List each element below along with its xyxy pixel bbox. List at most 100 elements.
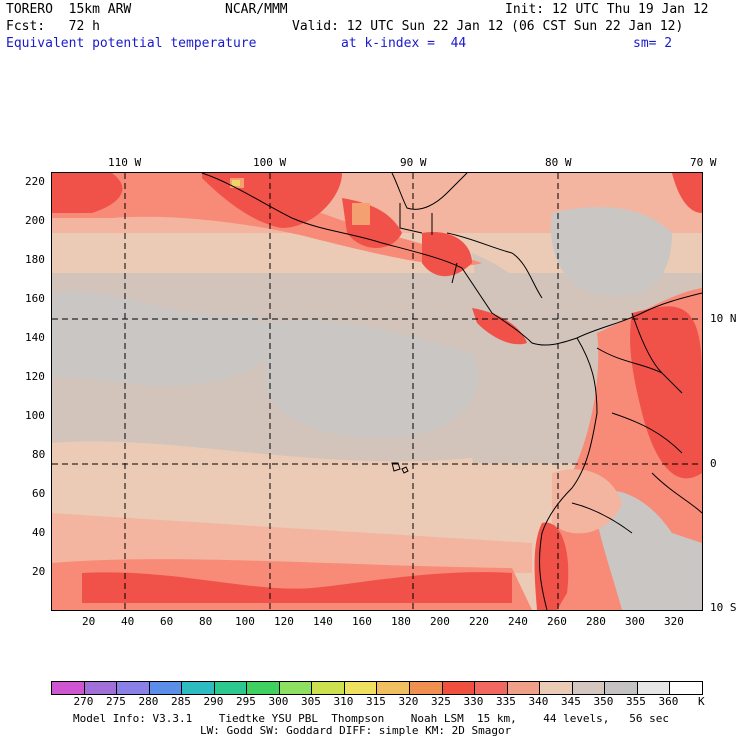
footer-model-info: Model Info: V3.3.1 Tiedtke YSU PBL Thomp… bbox=[73, 712, 670, 725]
lat-label-0: 0 bbox=[710, 457, 717, 470]
y-label-20: 20 bbox=[32, 565, 46, 578]
level-info: at k-index = 44 bbox=[341, 36, 467, 51]
colorbar-label: 280 bbox=[138, 695, 159, 708]
field-name: Equivalent potential temperature bbox=[6, 36, 257, 51]
model-name: TORERO 15km ARW bbox=[6, 2, 132, 17]
lon-label-90w: 90 W bbox=[400, 156, 427, 169]
init-time: Init: 12 UTC Thu 19 Jan 12 bbox=[505, 2, 709, 17]
field-band-equator bbox=[52, 441, 482, 508]
colorbar-label: 355 bbox=[626, 695, 646, 708]
colorbar-swatch bbox=[84, 682, 118, 694]
x-label-40: 40 bbox=[121, 615, 135, 628]
colorbar-label: 290 bbox=[203, 695, 224, 708]
colorbar-label: 360 bbox=[658, 695, 679, 708]
y-label-140: 140 bbox=[25, 331, 45, 344]
x-label-220: 220 bbox=[469, 615, 489, 628]
footer-physics-info: LW: Godd SW: Goddard DIFF: simple KM: 2D… bbox=[200, 724, 512, 737]
smoothing-info: sm= 2 bbox=[633, 36, 673, 51]
colorbar-swatch bbox=[279, 682, 313, 694]
lon-label-110w: 110 W bbox=[108, 156, 142, 169]
field-peru-red bbox=[534, 522, 569, 610]
y-label-100: 100 bbox=[25, 409, 45, 422]
colorbar-label: 275 bbox=[106, 695, 126, 708]
field-sa-gray bbox=[592, 490, 702, 610]
y-label-220: 220 bbox=[25, 175, 45, 188]
field-blob-gray-east bbox=[472, 253, 572, 413]
colorbar-label: 350 bbox=[593, 695, 614, 708]
lat-label-10s: 10 S bbox=[710, 601, 737, 614]
map-canvas bbox=[52, 173, 702, 610]
colorbar-swatch bbox=[670, 682, 702, 694]
colorbar-label: 305 bbox=[301, 695, 321, 708]
colorbar-swatch bbox=[182, 682, 215, 694]
field-sa-peach bbox=[552, 469, 622, 534]
forecast-hour: Fcst: 72 h bbox=[6, 19, 100, 34]
x-label-300: 300 bbox=[625, 615, 645, 628]
colorbar-label: 320 bbox=[398, 695, 419, 708]
colorbar-swatch bbox=[540, 682, 573, 694]
colorbar-label: 315 bbox=[366, 695, 386, 708]
field-orange-patch bbox=[352, 203, 370, 225]
coastlines bbox=[201, 173, 702, 610]
colorbar-swatch bbox=[117, 682, 150, 694]
valid-time: Valid: 12 UTC Sun 22 Jan 12 (06 CST Sun … bbox=[292, 19, 684, 34]
colorbar-label: 340 bbox=[528, 695, 549, 708]
colorbar-unit: K bbox=[698, 695, 705, 708]
colorbar-label: 310 bbox=[333, 695, 354, 708]
colorbar-label: 335 bbox=[496, 695, 516, 708]
colorbar-swatch bbox=[52, 682, 85, 694]
colorbar-swatch bbox=[149, 682, 183, 694]
border-guatemala bbox=[399, 203, 423, 234]
colorbar-swatch bbox=[377, 682, 411, 694]
x-label-320: 320 bbox=[664, 615, 684, 628]
colorbar-swatch bbox=[572, 682, 606, 694]
field-hot-spot-yellow bbox=[232, 180, 240, 186]
lon-label-80w: 80 W bbox=[545, 156, 572, 169]
colorbar-swatch bbox=[475, 682, 508, 694]
lon-label-70w: 70 W bbox=[690, 156, 717, 169]
colorbar-swatch bbox=[507, 682, 541, 694]
lat-label-10n: 10 N bbox=[710, 312, 737, 325]
colorbar-swatch bbox=[247, 682, 280, 694]
x-label-60: 60 bbox=[160, 615, 174, 628]
x-label-80: 80 bbox=[199, 615, 213, 628]
colorbar-label: 295 bbox=[236, 695, 256, 708]
coast-galapagos bbox=[391, 462, 409, 474]
border-centam bbox=[431, 213, 458, 284]
x-label-180: 180 bbox=[391, 615, 411, 628]
y-label-200: 200 bbox=[25, 214, 45, 227]
colorbar-swatch bbox=[344, 682, 378, 694]
colorbar-swatch bbox=[312, 682, 345, 694]
colorbar-label: 270 bbox=[73, 695, 94, 708]
colorbar-swatch bbox=[442, 682, 476, 694]
border-colombia bbox=[631, 312, 683, 394]
colorbar-swatch bbox=[605, 682, 638, 694]
field-north-darkred bbox=[52, 173, 123, 213]
y-label-180: 180 bbox=[25, 253, 45, 266]
x-label-240: 240 bbox=[508, 615, 528, 628]
y-label-40: 40 bbox=[32, 526, 46, 539]
lon-label-100w: 100 W bbox=[253, 156, 287, 169]
colorbar bbox=[51, 681, 703, 695]
coast-caribbean bbox=[446, 232, 543, 299]
latlon-grid bbox=[52, 173, 702, 610]
temperature-map bbox=[51, 172, 703, 611]
coast-mexico bbox=[201, 173, 578, 346]
x-label-200: 200 bbox=[430, 615, 450, 628]
field-sa-red bbox=[630, 306, 702, 479]
field-blob-gray-west bbox=[52, 291, 273, 386]
x-label-100: 100 bbox=[235, 615, 255, 628]
field-band-southred bbox=[82, 572, 512, 603]
x-label-260: 260 bbox=[547, 615, 567, 628]
colorbar-swatch bbox=[410, 682, 443, 694]
y-label-60: 60 bbox=[32, 487, 46, 500]
y-label-80: 80 bbox=[32, 448, 46, 461]
field-northeast-red bbox=[672, 173, 702, 213]
colorbar-label: 300 bbox=[268, 695, 289, 708]
coast-sa-west bbox=[539, 337, 598, 610]
colorbar-swatch bbox=[637, 682, 671, 694]
field-costa-red bbox=[472, 308, 527, 345]
coast-sa-north bbox=[576, 292, 702, 339]
y-label-160: 160 bbox=[25, 292, 45, 305]
colorbar-label: 345 bbox=[561, 695, 581, 708]
